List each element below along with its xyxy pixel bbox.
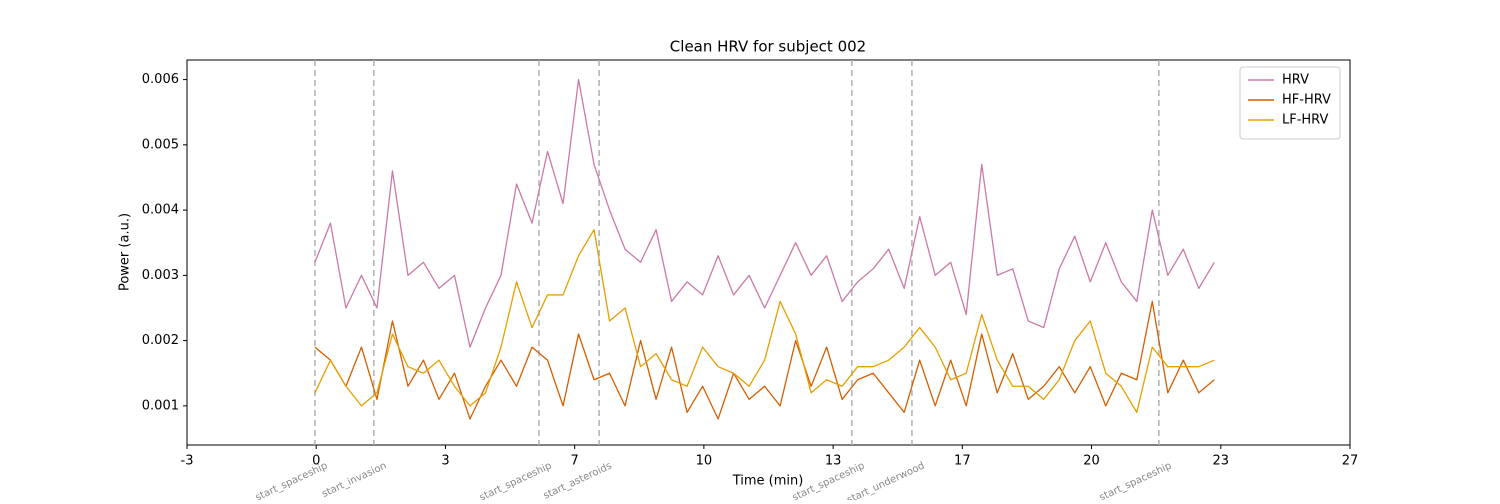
y-tick-label: 0.005: [142, 137, 179, 152]
x-tick-label: 20: [1083, 454, 1100, 469]
x-tick-label: 7: [571, 454, 579, 469]
series-line: [314, 300, 1215, 420]
x-tick-label: 10: [696, 454, 713, 469]
legend-label: HF-HRV: [1282, 93, 1331, 108]
y-axis-label: Power (a.u.): [118, 213, 133, 291]
x-tick-label: 17: [954, 454, 971, 469]
x-tick-label: 27: [1342, 454, 1359, 469]
x-tick-label: 3: [441, 454, 449, 469]
legend-box: [1239, 66, 1341, 140]
chart-title: Clean HRV for subject 002: [670, 38, 866, 56]
y-tick-label: 0.003: [142, 268, 179, 283]
y-tick-label: 0.001: [142, 398, 179, 413]
x-tick-label: 13: [825, 454, 842, 469]
x-tick-label: -3: [181, 454, 194, 469]
y-tick-label: 0.006: [142, 72, 179, 87]
x-tick-label: 23: [1213, 454, 1230, 469]
y-tick-label: 0.004: [142, 203, 179, 218]
x-tick-label: 0: [312, 454, 320, 469]
series-line: [314, 78, 1215, 348]
series-line: [314, 229, 1215, 414]
y-tick-label: 0.002: [142, 333, 179, 348]
x-axis-label: Time (min): [732, 474, 804, 489]
legend-label: HRV: [1282, 73, 1309, 88]
legend-label: LF-HRV: [1282, 113, 1329, 128]
plot-frame: [186, 59, 1351, 446]
